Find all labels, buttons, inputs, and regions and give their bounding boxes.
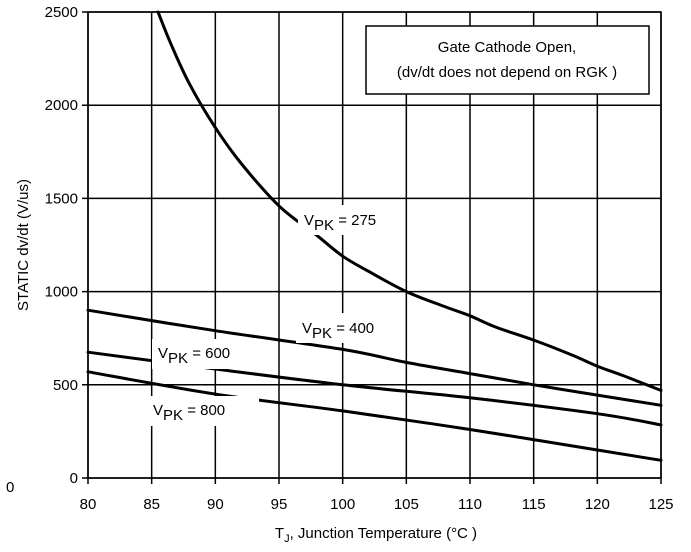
series-label-600-sub: PK <box>168 350 188 367</box>
x-tick-label: 95 <box>271 496 288 513</box>
y-tick-label: 1500 <box>45 190 78 207</box>
y-tick-label: 1000 <box>45 284 78 301</box>
series-label-600: VPK = 600 <box>152 339 244 369</box>
x-tick-label: 90 <box>207 496 224 513</box>
x-tick-label: 100 <box>330 496 355 513</box>
series-label-400: VPK = 400 <box>296 313 386 343</box>
x-axis-label: TJ, Junction Temperature (°C ) <box>275 525 477 545</box>
y-tick-label: 2000 <box>45 97 78 114</box>
series-label-400-bg <box>296 313 386 343</box>
x-tick-label: 105 <box>394 496 419 513</box>
y-axis-label: STATIC dv/dt (V/us) <box>15 179 32 311</box>
series-label-275-value: = 275 <box>334 212 376 229</box>
x-tick-label: 120 <box>585 496 610 513</box>
series-label-600-bg <box>152 339 244 369</box>
series-label-400-v: V <box>302 320 312 337</box>
series-label-800: VPK = 800 <box>147 396 259 426</box>
annotation-frame <box>365 25 650 95</box>
plot-frame <box>87 11 662 479</box>
series-label-600-text: VPK = 600 <box>158 345 230 367</box>
series-label-400-text: VPK = 400 <box>302 320 374 342</box>
series-line-vpk-275 <box>156 10 663 392</box>
x-tick-label: 125 <box>648 496 673 513</box>
x-tick-label: 85 <box>143 496 160 513</box>
series-label-600-value: = 600 <box>188 345 230 362</box>
annotation-line2: (dv/dt does not depend on RGK ) <box>397 64 617 81</box>
x-tick-labels: 80 85 90 95 100 105 110 115 120 125 <box>80 496 674 513</box>
series-label-800-sub: PK <box>163 407 183 424</box>
series-label-800-value: = 800 <box>183 402 225 419</box>
y-tick-label: 500 <box>53 377 78 394</box>
series-label-275-v: V <box>304 212 314 229</box>
series-label-275-sub: PK <box>314 217 334 234</box>
series-label-800-text: VPK = 800 <box>153 402 225 424</box>
x-axis-label-sub: J <box>284 533 290 545</box>
annotation-line1: Gate Cathode Open, <box>438 39 576 56</box>
series-label-400-sub: PK <box>312 325 332 342</box>
series-label-600-v: V <box>158 345 168 362</box>
series-label-800-bg <box>147 396 259 426</box>
series-label-275-bg <box>298 205 388 235</box>
y-tick-label: 0 <box>70 470 78 487</box>
series-line-vpk-400 <box>86 308 663 407</box>
series-label-275-text: VPK = 275 <box>304 212 376 234</box>
x-tick-label: 110 <box>458 496 482 513</box>
x-tick-label: 80 <box>80 496 97 513</box>
x-tick-label: 115 <box>522 496 546 513</box>
y-tick-labels: 0 500 1000 1500 2000 2500 <box>45 4 78 487</box>
series-line-vpk-800 <box>86 370 663 462</box>
x-axis-label-main: T <box>275 525 284 542</box>
series-label-800-v: V <box>153 402 163 419</box>
annotation-box: Gate Cathode Open, (dv/dt does not depen… <box>365 25 650 95</box>
series-label-275: VPK = 275 <box>298 205 388 235</box>
y-tick-label: 2500 <box>45 4 78 21</box>
x-axis-label-rest: , Junction Temperature (°C ) <box>290 525 477 542</box>
series-label-400-value: = 400 <box>332 320 374 337</box>
stray-tick-label: 0 <box>6 479 14 496</box>
